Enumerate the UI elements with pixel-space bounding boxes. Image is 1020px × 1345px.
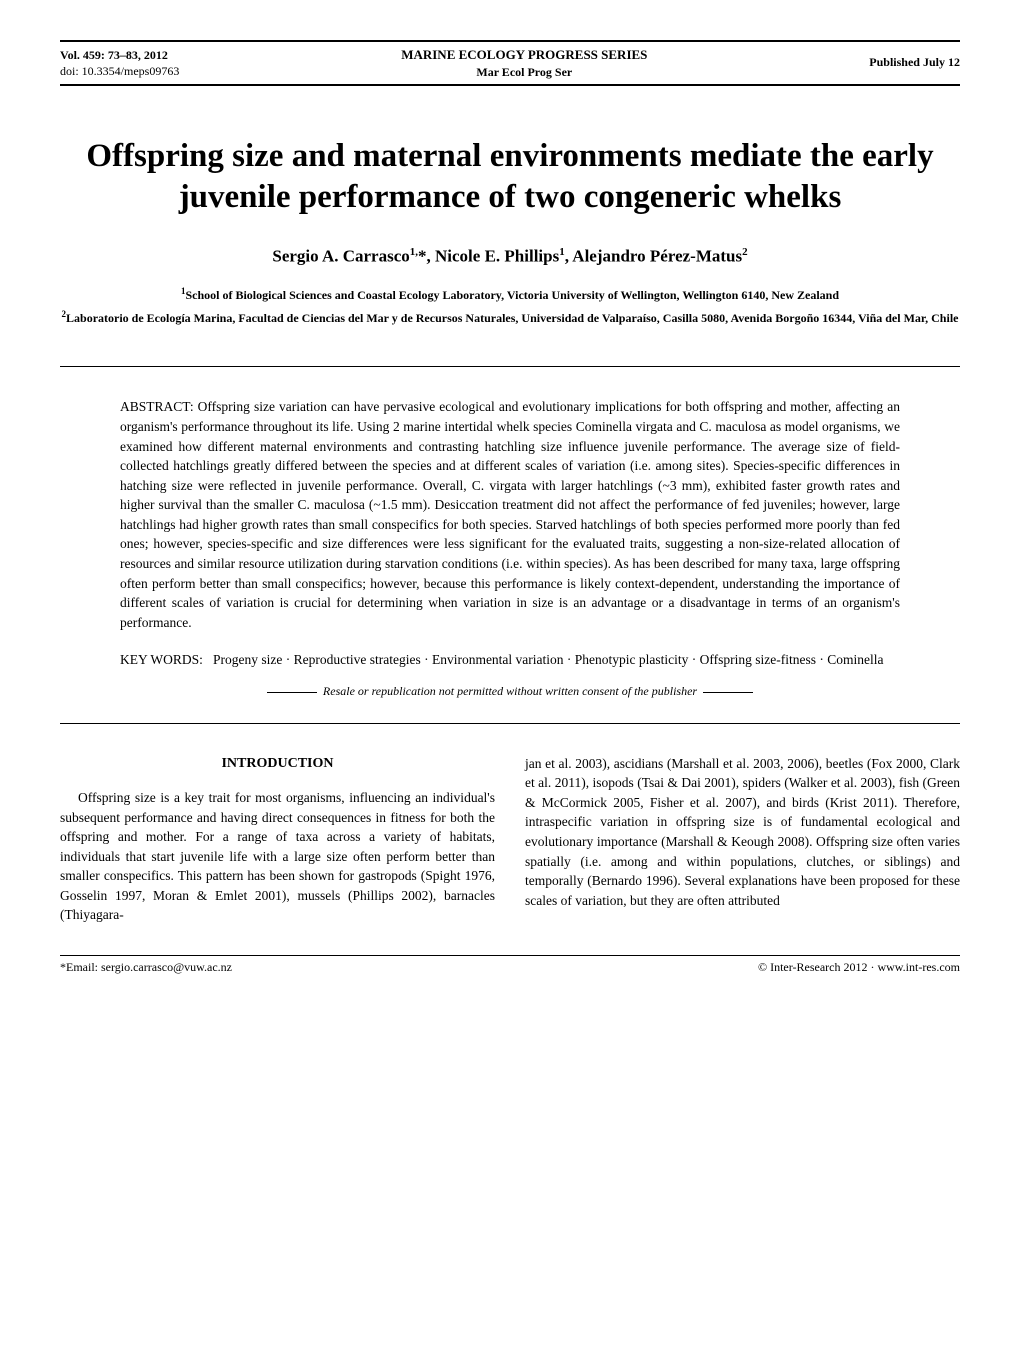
series-title: MARINE ECOLOGY PROGRESS SERIES: [401, 46, 647, 64]
abstract-label: ABSTRACT:: [120, 399, 194, 414]
series-short: Mar Ecol Prog Ser: [401, 64, 647, 80]
publication-date: Published July 12: [869, 55, 960, 70]
column-left: INTRODUCTION Offspring size is a key tra…: [60, 754, 495, 925]
keywords-line: KEY WORDS: Progeny size · Reproductive s…: [120, 650, 900, 670]
article-title: Offspring size and maternal environments…: [80, 136, 940, 219]
affiliations-block: 1School of Biological Sciences and Coast…: [60, 285, 960, 327]
affiliation-1: 1School of Biological Sciences and Coast…: [60, 285, 960, 304]
journal-header: Vol. 459: 73–83, 2012 doi: 10.3354/meps0…: [60, 40, 960, 86]
keywords-body: Progeny size · Reproductive strategies ·…: [213, 652, 883, 667]
keywords-label: KEY WORDS:: [120, 652, 203, 667]
page-footer: *Email: sergio.carrasco@vuw.ac.nz © Inte…: [60, 955, 960, 975]
abstract-text: ABSTRACT: Offspring size variation can h…: [120, 397, 900, 632]
intro-paragraph-left: Offspring size is a key trait for most o…: [60, 788, 495, 925]
resale-notice: Resale or republication not permitted wi…: [120, 684, 900, 699]
authors-line: Sergio A. Carrasco1,*, Nicole E. Phillip…: [60, 246, 960, 267]
volume-line: Vol. 459: 73–83, 2012: [60, 47, 179, 63]
body-columns: INTRODUCTION Offspring size is a key tra…: [60, 754, 960, 925]
header-volume-block: Vol. 459: 73–83, 2012 doi: 10.3354/meps0…: [60, 47, 179, 79]
corresponding-email: *Email: sergio.carrasco@vuw.ac.nz: [60, 960, 232, 975]
copyright-line: © Inter-Research 2012 · www.int-res.com: [758, 960, 960, 975]
intro-paragraph-right: jan et al. 2003), ascidians (Marshall et…: [525, 754, 960, 911]
abstract-block: ABSTRACT: Offspring size variation can h…: [60, 366, 960, 723]
doi-line: doi: 10.3354/meps09763: [60, 63, 179, 79]
header-series-block: MARINE ECOLOGY PROGRESS SERIES Mar Ecol …: [401, 46, 647, 80]
introduction-heading: INTRODUCTION: [60, 754, 495, 774]
abstract-body: Offspring size variation can have pervas…: [120, 399, 900, 629]
column-right: jan et al. 2003), ascidians (Marshall et…: [525, 754, 960, 925]
affiliation-2: 2Laboratorio de Ecología Marina, Faculta…: [60, 308, 960, 327]
